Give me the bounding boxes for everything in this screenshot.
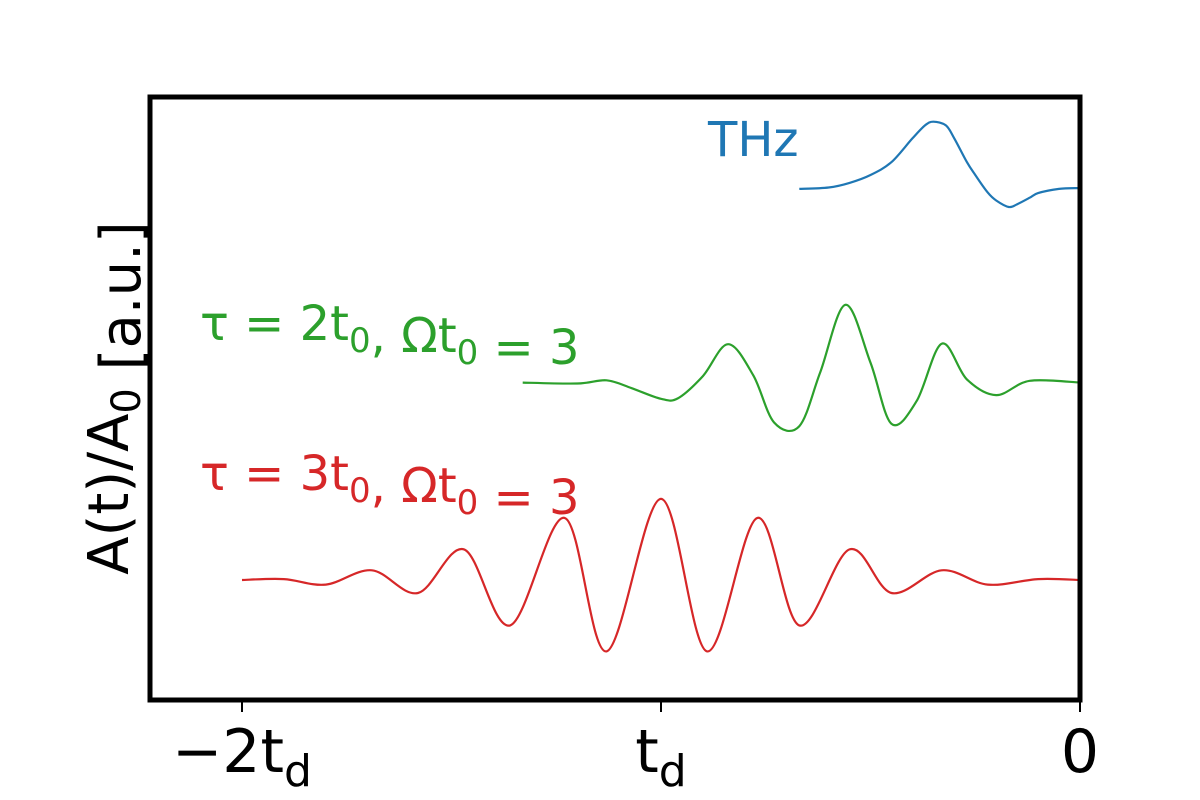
series-label: THz: [707, 112, 799, 168]
series-label: τ = 3t0, Ωt0 = 3: [200, 446, 580, 526]
label-subscript: 0: [349, 471, 371, 511]
label-segment: = 3: [478, 470, 579, 526]
label-segment: , Ωt: [371, 308, 457, 364]
series-label: τ = 2t0, Ωt0 = 3: [200, 296, 580, 376]
label-segment: τ = 3t: [200, 446, 349, 502]
y-axis-label: A(t)/A0 [a.u.]: [77, 221, 154, 575]
x-tick-label: 0: [1061, 717, 1099, 787]
label-segment: A(t)/A: [77, 414, 142, 575]
series-line: [522, 303, 1081, 433]
x-axis-ticks: −2td td 0: [172, 700, 1099, 797]
label-segment: , Ωt: [371, 458, 457, 514]
label-segment: −2t: [172, 717, 284, 787]
label-subscript: 0: [457, 333, 479, 373]
label-subscript: 0: [349, 321, 371, 361]
plot-curves: [241, 120, 1081, 653]
plot-frame: [147, 94, 1083, 703]
series-line: [799, 120, 1081, 209]
label-subscript: d: [659, 746, 687, 797]
label-segment: [a.u.]: [89, 221, 154, 388]
label-segment: τ = 2t: [200, 296, 349, 352]
label-segment: = 3: [478, 320, 579, 376]
label-segment: THz: [707, 112, 799, 168]
x-tick-label: td: [635, 717, 686, 797]
x-tick-label: −2td: [172, 717, 312, 797]
label-subscript: 0: [104, 388, 150, 413]
label-segment: t: [635, 717, 659, 787]
label-subscript: d: [284, 746, 312, 797]
label-segment: 0: [1061, 717, 1099, 787]
label-subscript: 0: [457, 483, 479, 523]
series-line: [241, 497, 1081, 653]
